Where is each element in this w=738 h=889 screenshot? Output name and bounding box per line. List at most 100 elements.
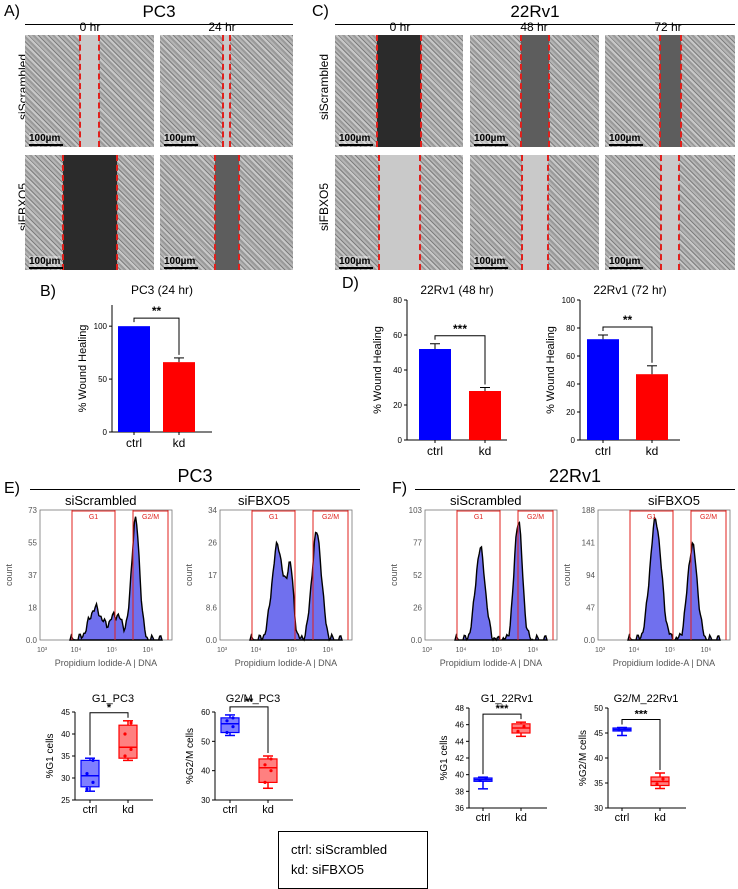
panel-label-a: A) [4,3,20,20]
significance-stars: ** [245,696,254,708]
significance-bracket [482,713,522,775]
x-tick-label: 10⁵ [287,647,298,654]
wound-gap [661,155,679,270]
panel-e-cond-sifbxo5: siFBXO5 [238,493,291,508]
y-tick-label: 18 [28,604,37,613]
data-point [263,763,267,767]
data-point [661,777,665,781]
y-axis-label: count [562,563,572,586]
y-tick-label: 80 [566,324,575,333]
x-tick-label: 10⁶ [143,647,154,654]
x-tick-label: 10⁴ [71,647,82,654]
y-tick-label: 35 [61,752,70,761]
y-tick-label: 20 [393,401,402,410]
x-tick-label: 10⁴ [456,647,467,654]
box-kd [258,758,278,784]
y-tick-label: 40 [61,730,70,739]
y-tick-label: 36 [455,804,464,813]
scale-bar-label: 100µm [29,133,61,144]
x-tick-label: ctrl [595,444,611,458]
significance-stars: *** [453,322,467,336]
scale-bar [29,267,63,269]
panel-c-row-sifbxo5: siFBXO5 [317,183,331,232]
data-point [655,782,659,786]
y-tick-label: 17 [208,571,217,580]
histogram-area [69,516,163,641]
micrograph-tile: 100µm [25,35,154,147]
x-tick-label: 10⁶ [528,647,539,654]
wound-gap [660,35,681,147]
y-tick-label: 103 [409,506,423,515]
y-tick-label: 30 [594,804,603,813]
panel-c-time-1: 48 hr [520,20,548,34]
data-point [225,719,229,723]
x-tick-label: 10⁴ [251,647,262,654]
panel-label-f: F) [392,480,408,497]
wound-edge-line [678,155,680,270]
bar-chart-pc3-24hr: PC3 (24 hr) 0 50 100 % Wound Healing ctrl kd ** [77,283,212,450]
histogram-area [249,531,343,642]
y-tick-label: 0.0 [411,636,423,645]
data-point [522,724,526,728]
x-tick-label: 10⁵ [665,647,676,654]
y-tick-label: 94 [586,571,595,580]
y-axis-label: % Wound Healing [77,325,89,413]
wound-edge-line [420,35,422,147]
chart-title: 22Rv1 (48 hr) [420,283,493,297]
x-tick-label: 10⁵ [492,647,503,654]
x-tick-label: 10³ [422,647,433,654]
scale-bar [29,144,63,146]
x-tick-label: kd [654,812,666,824]
x-tick-label: ctrl [615,812,630,824]
significance-stars: *** [496,703,510,715]
bar-chart-22rv1-72hr: 22Rv1 (72 hr) 0 20 40 60 80 100 % Wound Healing… [545,283,680,458]
wound-edge-line [659,35,661,147]
scale-bar-label: 100µm [474,256,506,267]
y-tick-label: 40 [201,767,210,776]
gate-label-g1: G1 [269,514,278,521]
x-tick-label: kd [262,804,274,816]
panel-f-cond-sifbxo5: siFBXO5 [648,493,701,508]
panel-f-cond-siscrambled: siScrambled [450,493,522,508]
scale-bar [164,267,198,269]
x-axis-label: Propidium Iodide-A | DNA [55,658,157,668]
significance-stars: ** [152,304,162,318]
y-tick-label: 141 [582,539,596,548]
gate-label-g2m: G2/M [527,514,544,521]
chart-title: G2/M_22Rv1 [614,693,679,705]
panel-c-row-siscrambled: siScrambled [317,53,331,121]
gate-label-g1: G1 [647,514,656,521]
micrograph-tile: 100µm [470,35,599,147]
y-tick-label: 0.0 [584,636,596,645]
legend-box: ctrl: siScrambled kd: siFBXO5 [278,831,428,889]
panel-e-rule [30,489,360,490]
y-tick-label: 34 [208,506,217,515]
wound-gap [223,35,230,147]
x-tick-label: kd [122,804,134,816]
y-tick-label: 48 [455,704,464,713]
histogram-22rv1-siscrambled: 0.0 26 52 77 103 count 10³ 10⁴ 10⁵ 10⁶ Propidium I… [389,506,558,668]
scale-bar-label: 100µm [29,256,61,267]
chart-title: 22Rv1 (72 hr) [593,283,666,297]
histogram-pc3-sifbxo5: 0.0 8.6 17 26 34 count 10³ 10⁴ 10⁵ 10⁶ Propidium I… [184,506,353,668]
scale-bar-label: 100µm [339,133,371,144]
data-point [269,769,273,773]
y-tick-label: 30 [201,796,210,805]
wound-edge-line [521,155,523,270]
y-tick-label: 44 [455,737,464,746]
y-tick-label: 60 [393,331,402,340]
data-point [478,778,482,783]
wound-gap [80,35,99,147]
panel-f-rule [415,489,735,490]
legend-kd: kd: siFBXO5 [291,862,364,877]
y-tick-label: 45 [61,708,70,717]
x-tick-label: 10⁴ [629,647,640,654]
data-point [225,730,229,735]
significance-stars: ** [623,313,633,327]
micrograph-tile: 100µm [160,35,293,147]
box-kd [118,724,138,759]
scale-bar-label: 100µm [164,133,196,144]
x-tick-label: ctrl [427,444,443,458]
y-tick-label: 52 [413,571,422,580]
micrograph-tile: 100µm [335,155,463,270]
